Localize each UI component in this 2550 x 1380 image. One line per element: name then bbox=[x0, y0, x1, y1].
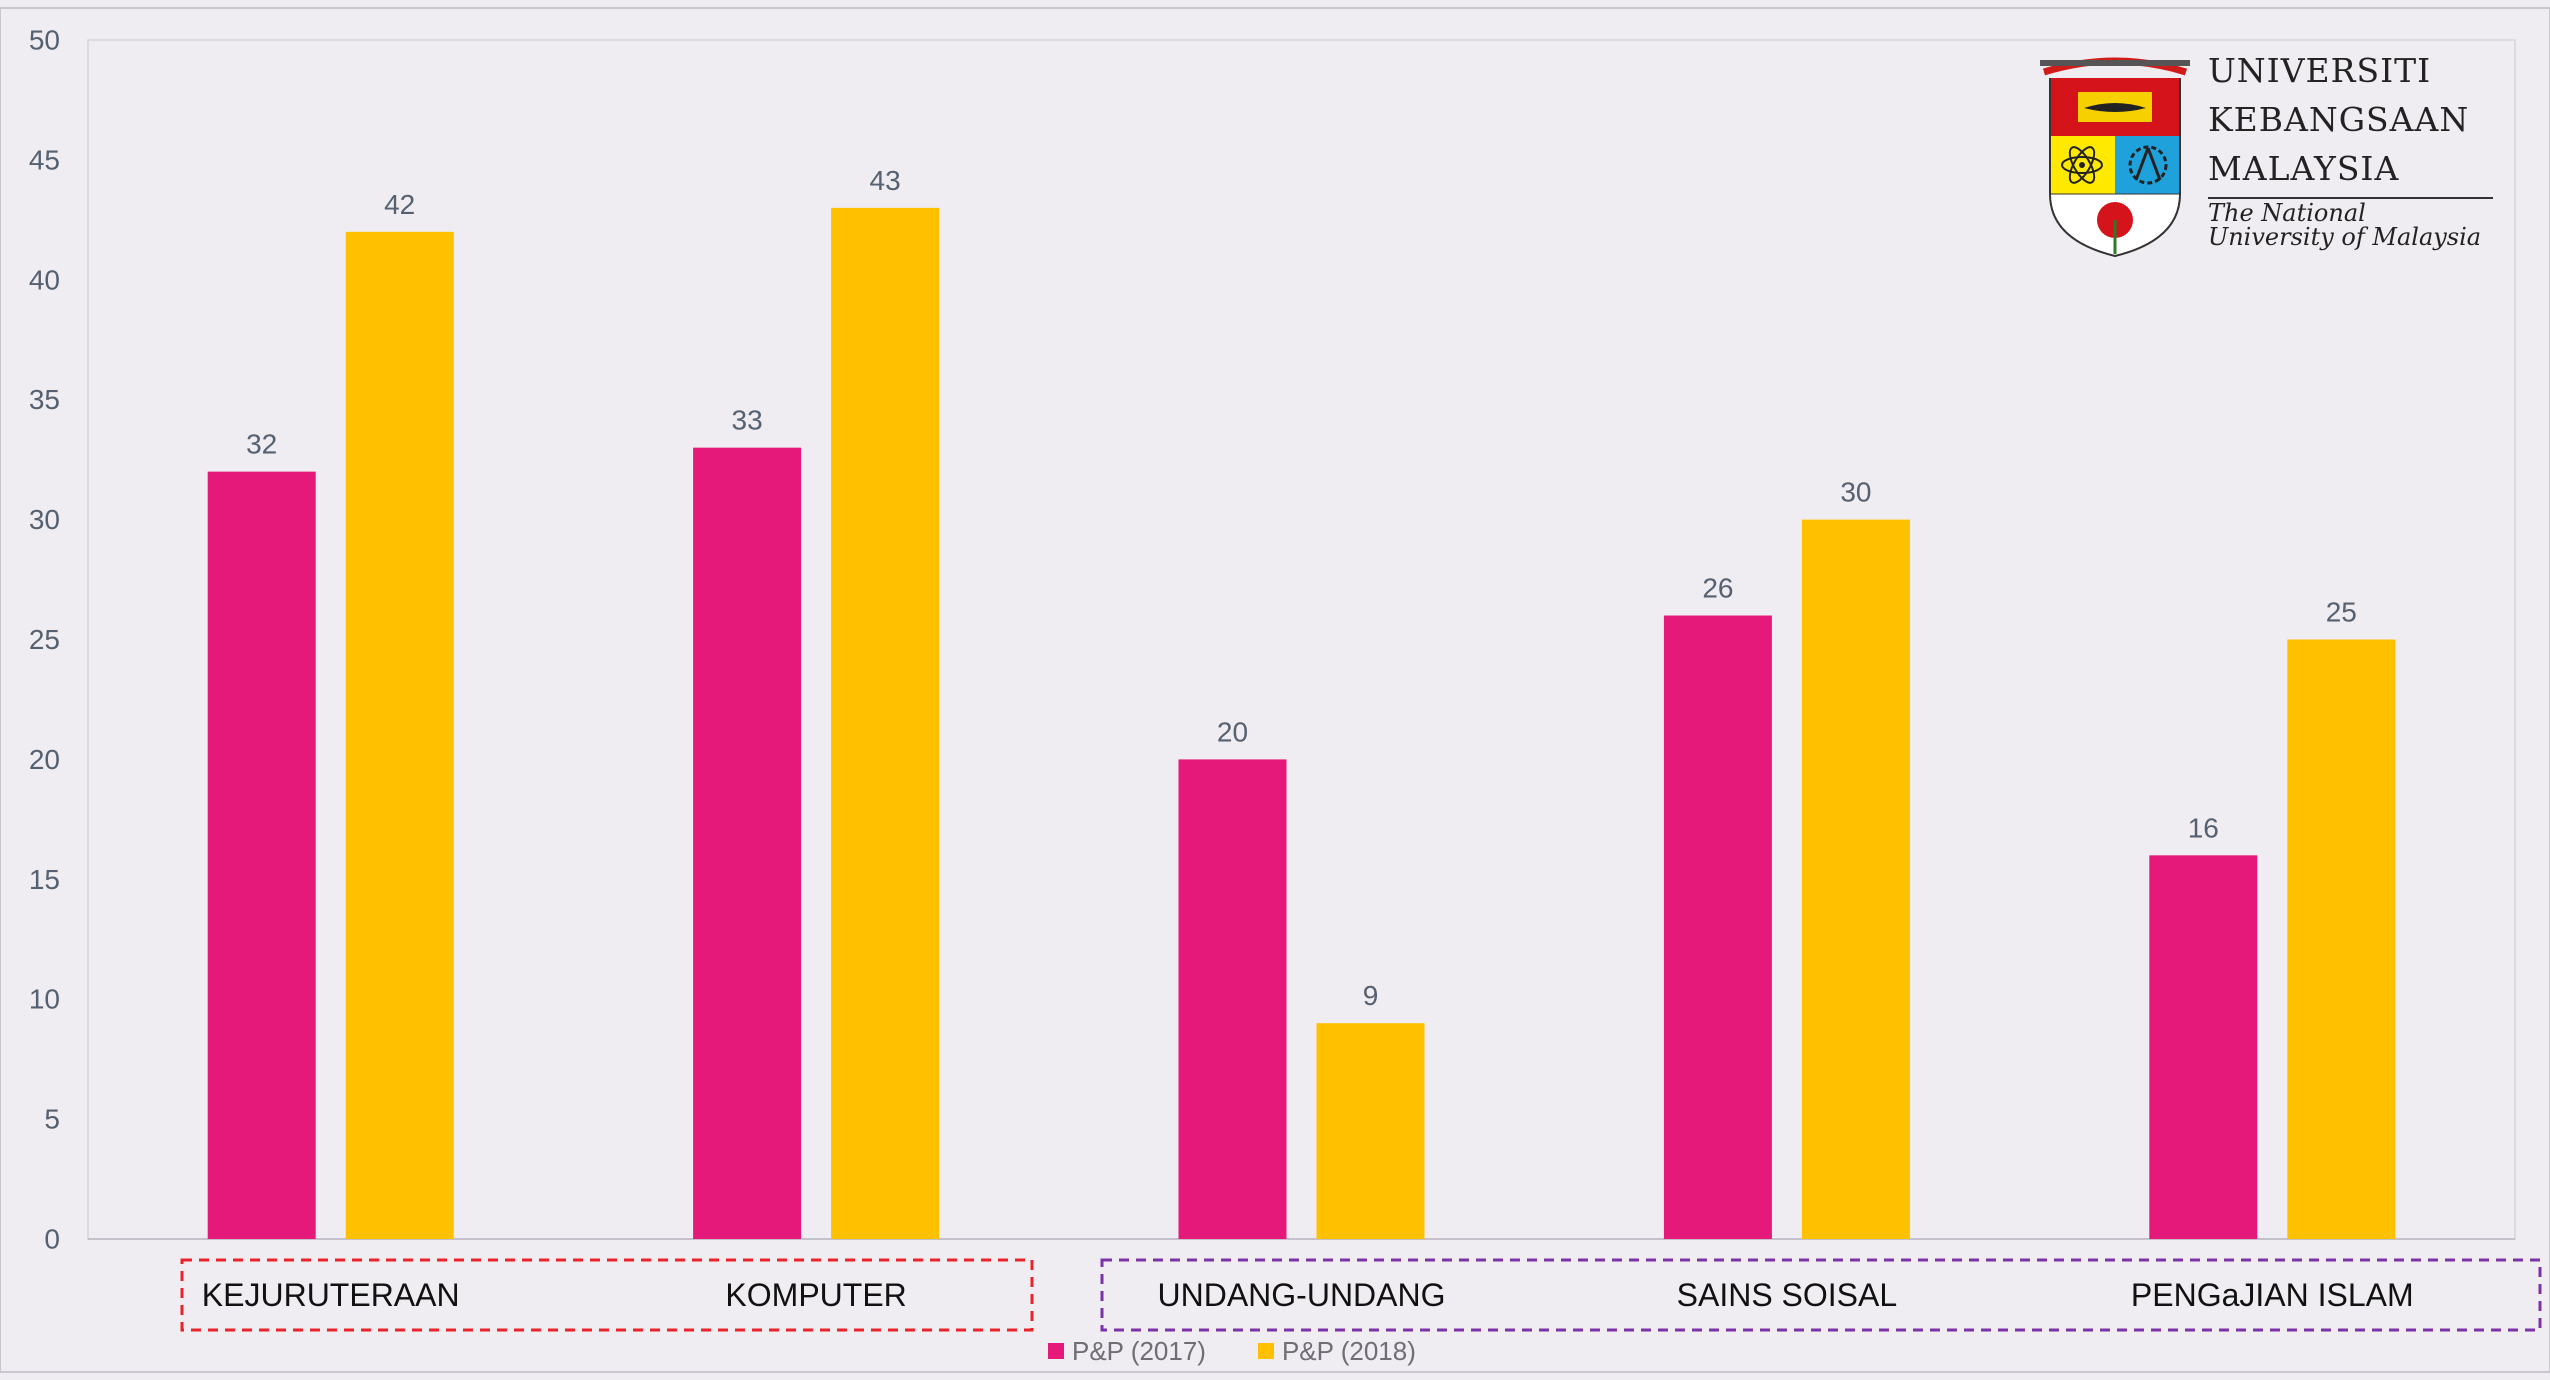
x-category-label: KEJURUTERAAN bbox=[202, 1277, 460, 1313]
bar bbox=[207, 471, 316, 1239]
data-label: 25 bbox=[2326, 597, 2357, 628]
legend-label-2018: P&P (2018) bbox=[1281, 1336, 1416, 1366]
university-logo: UNIVERSITI KEBANGSAAN MALAYSIA The Natio… bbox=[2040, 44, 2500, 268]
y-tick-label: 40 bbox=[29, 264, 60, 295]
chart-frame bbox=[0, 7, 2550, 1373]
y-tick-label: 15 bbox=[29, 864, 60, 895]
chart-legend: P&P (2017) P&P (2018) bbox=[1048, 1333, 1416, 1369]
legend-swatch-2018 bbox=[1257, 1343, 1274, 1359]
x-category-label: UNDANG-UNDANG bbox=[1158, 1277, 1446, 1313]
bar bbox=[2149, 855, 2258, 1239]
x-category-label: SAINS SOISAL bbox=[1677, 1277, 1898, 1313]
bar bbox=[345, 231, 454, 1240]
bar bbox=[2287, 639, 2396, 1239]
y-tick-label: 45 bbox=[29, 144, 60, 175]
logo-line-3: MALAYSIA bbox=[2208, 149, 2400, 188]
data-label: 26 bbox=[1702, 573, 1733, 604]
y-tick-label: 50 bbox=[29, 25, 60, 56]
bar bbox=[693, 447, 802, 1239]
y-tick-label: 20 bbox=[29, 744, 60, 775]
data-label: 16 bbox=[2188, 812, 2219, 843]
data-label: 30 bbox=[1840, 477, 1871, 508]
legend-item-2018: P&P (2018) bbox=[1257, 1336, 1416, 1366]
legend-swatch-2017 bbox=[1048, 1343, 1064, 1359]
logo-line-2: KEBANGSAAN bbox=[2208, 100, 2470, 139]
bar bbox=[1801, 519, 1910, 1239]
x-category-label: KOMPUTER bbox=[725, 1277, 906, 1313]
y-tick-label: 30 bbox=[29, 504, 60, 535]
data-label: 42 bbox=[384, 189, 415, 220]
data-label: 20 bbox=[1217, 716, 1248, 747]
data-label: 33 bbox=[732, 405, 763, 436]
group-box-engineering-computing bbox=[180, 1258, 1034, 1332]
ukm-crest-icon bbox=[2040, 57, 2190, 258]
bar bbox=[1316, 1023, 1425, 1239]
y-tick-label: 10 bbox=[29, 984, 60, 1015]
y-tick-label: 35 bbox=[29, 384, 60, 415]
legend-item-2017: P&P (2017) bbox=[1048, 1336, 1206, 1366]
logo-divider bbox=[2208, 197, 2493, 199]
y-tick-label: 5 bbox=[44, 1104, 60, 1135]
data-label: 9 bbox=[1363, 980, 1379, 1011]
legend-label-2017: P&P (2017) bbox=[1072, 1336, 1206, 1366]
logo-tagline: The National University of Malaysia bbox=[2208, 199, 2482, 251]
data-label: 32 bbox=[246, 429, 277, 460]
x-category-label: PENGaJIAN ISLAM bbox=[2131, 1277, 2414, 1313]
bar bbox=[831, 207, 940, 1240]
group-box-law-social-islamic bbox=[1100, 1258, 2542, 1332]
y-tick-label: 0 bbox=[44, 1224, 60, 1255]
data-label: 43 bbox=[870, 165, 901, 196]
y-tick-label: 25 bbox=[29, 624, 60, 655]
logo-line-1: UNIVERSITI bbox=[2208, 51, 2432, 90]
bar bbox=[1178, 759, 1287, 1239]
logo-text: UNIVERSITI KEBANGSAAN MALAYSIA The Natio… bbox=[2208, 46, 2508, 249]
bar bbox=[1663, 615, 1772, 1239]
